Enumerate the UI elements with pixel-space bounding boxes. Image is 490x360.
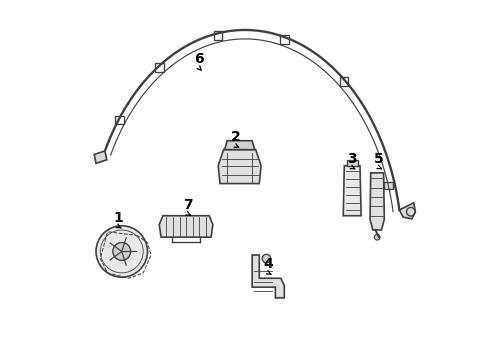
Text: 1: 1 [113, 211, 123, 225]
Polygon shape [94, 151, 107, 163]
Polygon shape [159, 216, 213, 237]
Bar [115, 116, 124, 125]
Text: 6: 6 [194, 51, 203, 66]
Polygon shape [252, 255, 284, 298]
Text: 5: 5 [374, 152, 384, 166]
Bar [347, 160, 358, 166]
Polygon shape [399, 203, 416, 219]
Bar [214, 31, 222, 40]
Text: 4: 4 [263, 257, 273, 271]
Polygon shape [370, 173, 384, 230]
Circle shape [96, 226, 147, 277]
Bar [280, 35, 289, 44]
Circle shape [374, 234, 380, 240]
Circle shape [262, 254, 270, 263]
Text: 2: 2 [231, 130, 241, 144]
Bar [155, 63, 164, 72]
Text: 7: 7 [183, 198, 193, 212]
Bar [340, 77, 348, 86]
Circle shape [113, 243, 131, 260]
Polygon shape [343, 166, 361, 216]
Polygon shape [218, 150, 261, 184]
Polygon shape [384, 182, 393, 189]
Polygon shape [224, 141, 255, 150]
Text: 3: 3 [347, 152, 357, 166]
